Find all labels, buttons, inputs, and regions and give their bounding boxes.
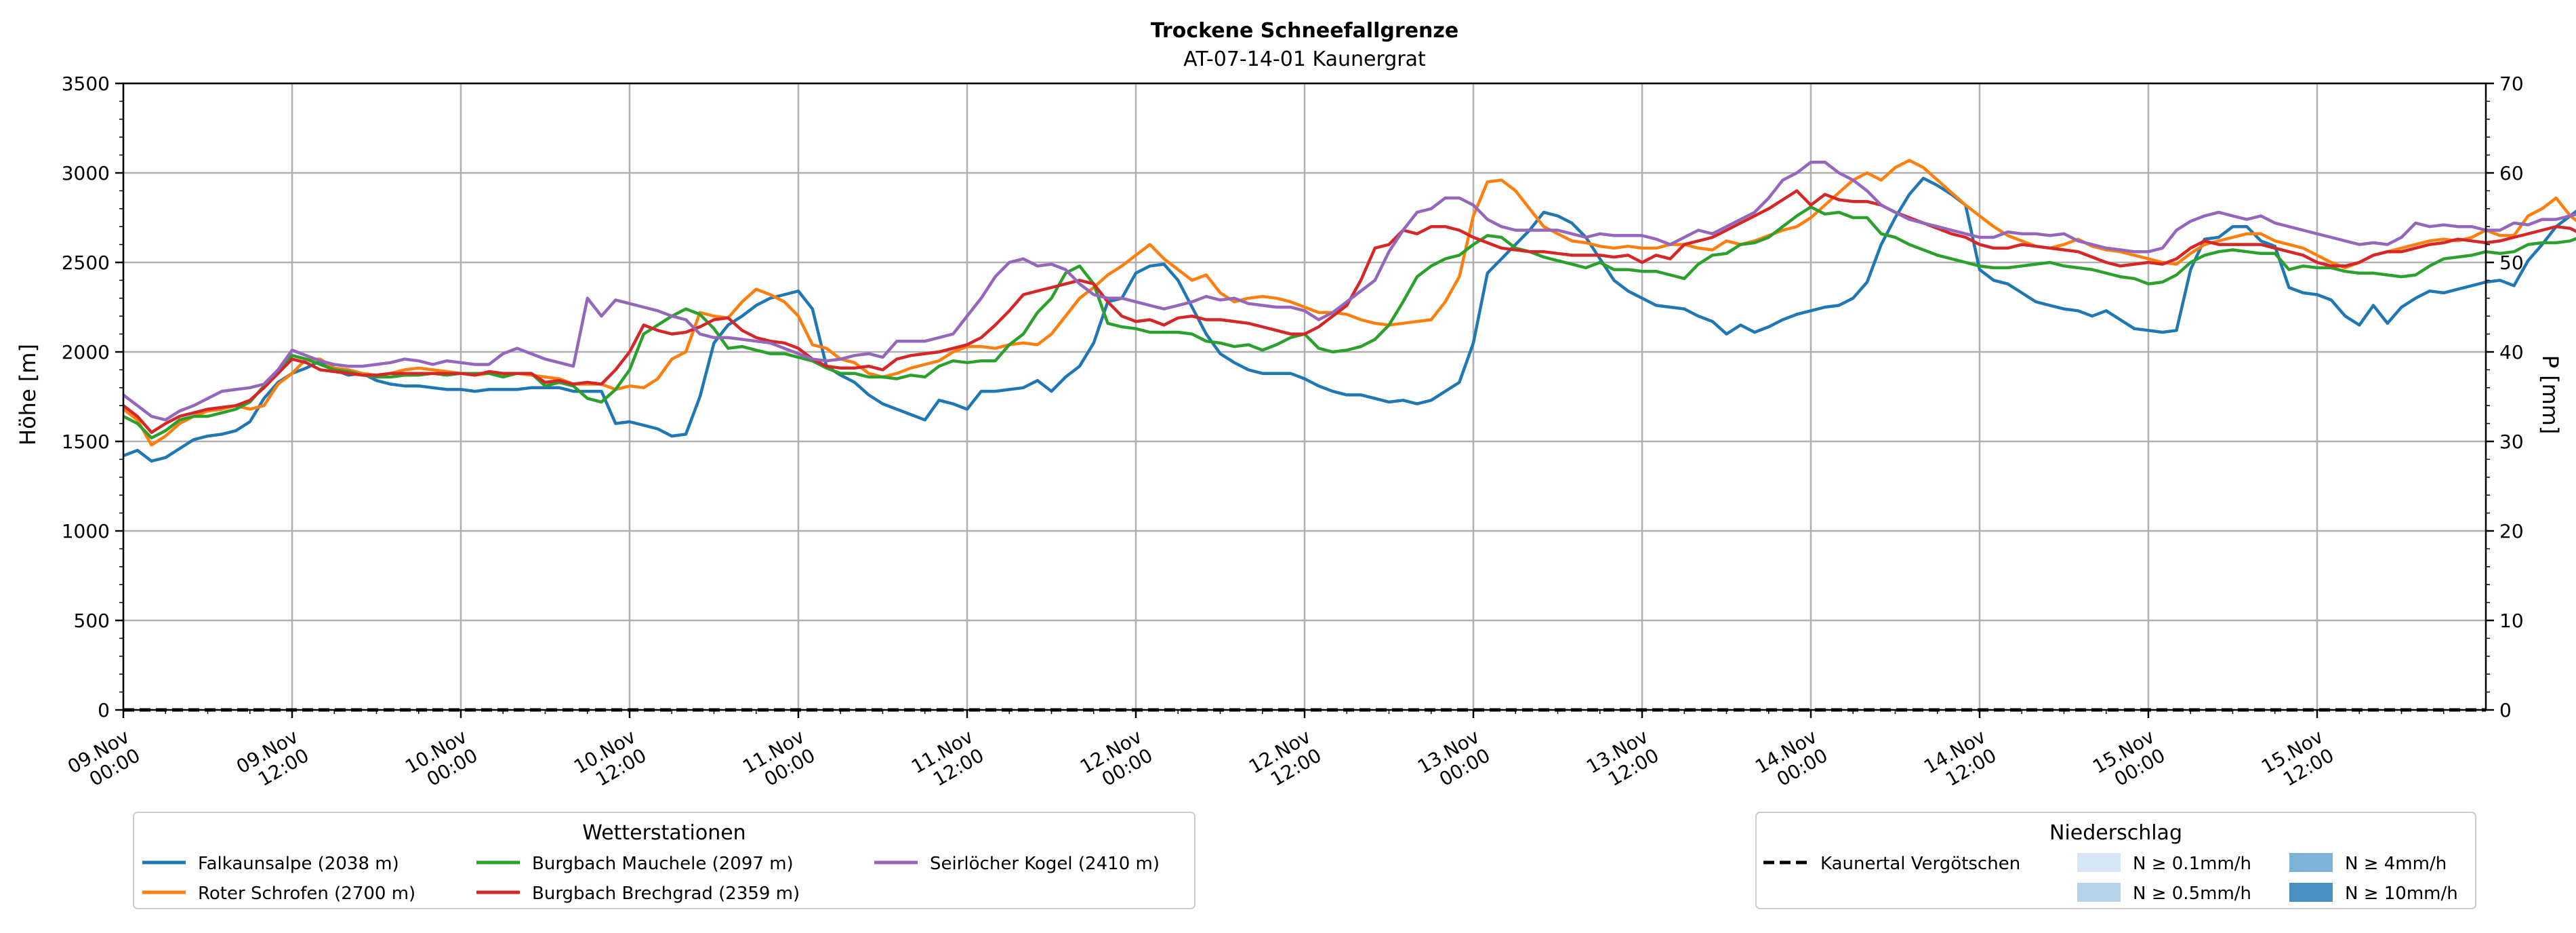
y-tick-label-right: 10 (2499, 610, 2524, 632)
y-tick-label-left: 1000 (62, 520, 110, 542)
axes: 0 500 1000 1500 2000 2500 3000 3500 0 10 20 30 40 50 6… (62, 73, 2524, 791)
legend-precip-items: N ≥ 0.1mm/h N ≥ 0.5mm/h N ≥ 4mm/h N ≥ 10mm/… (2077, 853, 2458, 904)
legend-station-label: Falkaunsalpe (2038 m) (198, 854, 399, 874)
legend-precip: Niederschlag Kaunertal Vergötschen N ≥ 0… (1755, 812, 2476, 909)
legend-precip-station-label: Kaunertal Vergötschen (1820, 854, 2020, 874)
legend-precip-class-swatch (2289, 853, 2333, 872)
y-tick-label-left: 2000 (62, 341, 110, 363)
y-tick-label-right: 60 (2499, 162, 2524, 184)
legend-stations: Wetterstationen Falkaunsalpe (2038 m) Rot… (133, 812, 1195, 909)
y-tick-label-right: 0 (2499, 699, 2512, 721)
legend-station-label: Burgbach Mauchele (2097 m) (532, 854, 794, 874)
y-tick-label-right: 40 (2499, 341, 2524, 363)
series-line-roter-schrofen-2700-m (122, 159, 2576, 447)
legend-precip-class-label: N ≥ 4mm/h (2345, 854, 2447, 874)
y-tick-label-left: 3500 (62, 73, 110, 95)
legend-stations-items: Falkaunsalpe (2038 m) Roter Schrofen (270… (142, 854, 1160, 904)
series-lines (122, 159, 2576, 463)
y-axis-label-left: Höhe [m] (15, 344, 41, 445)
legend-stations-title: Wetterstationen (582, 821, 745, 845)
series-line-seirl-cher-kogel-2410-m (122, 160, 2576, 422)
y-tick-label-left: 2500 (62, 252, 110, 274)
legend-station-label: Burgbach Brechgrad (2359 m) (532, 884, 800, 904)
legend-precip-class-label: N ≥ 0.5mm/h (2133, 884, 2251, 904)
y-axis-label-right: P [mm] (2537, 355, 2563, 435)
series-line-falkaunsalpe-2038-m (123, 176, 2576, 463)
legend-precip-class-label: N ≥ 0.1mm/h (2133, 854, 2251, 874)
legend-stations-box (133, 812, 1195, 909)
y-tick-label-right: 50 (2499, 252, 2524, 274)
chart-subtitle: AT-07-14-01 Kaunergrat (1183, 47, 1426, 71)
y-tick-label-right: 70 (2499, 73, 2524, 95)
series-line-burgbach-mauchele-2097-m (122, 205, 2576, 439)
y-tick-label-left: 1500 (62, 431, 110, 453)
legend-precip-class-swatch (2077, 853, 2121, 872)
chart-title: Trockene Schneefallgrenze (1151, 19, 1458, 43)
legend-precip-class-label: N ≥ 10mm/h (2345, 884, 2458, 904)
y-tick-label-left: 3000 (62, 162, 110, 184)
legend-station-label: Roter Schrofen (2700 m) (198, 884, 415, 904)
y-tick-label-right: 30 (2499, 431, 2524, 453)
legend-station-label: Seirlöcher Kogel (2410 m) (930, 854, 1160, 874)
legend-precip-class-swatch (2289, 883, 2333, 902)
grid (122, 82, 2486, 711)
y-tick-label-left: 500 (74, 610, 110, 632)
y-tick-label-right: 20 (2499, 520, 2524, 542)
legend-precip-title: Niederschlag (2049, 821, 2182, 845)
legend-precip-class-swatch (2077, 883, 2121, 902)
series-line-burgbach-brechgrad-2359-m (122, 189, 2576, 435)
y-tick-label-left: 0 (98, 699, 110, 721)
